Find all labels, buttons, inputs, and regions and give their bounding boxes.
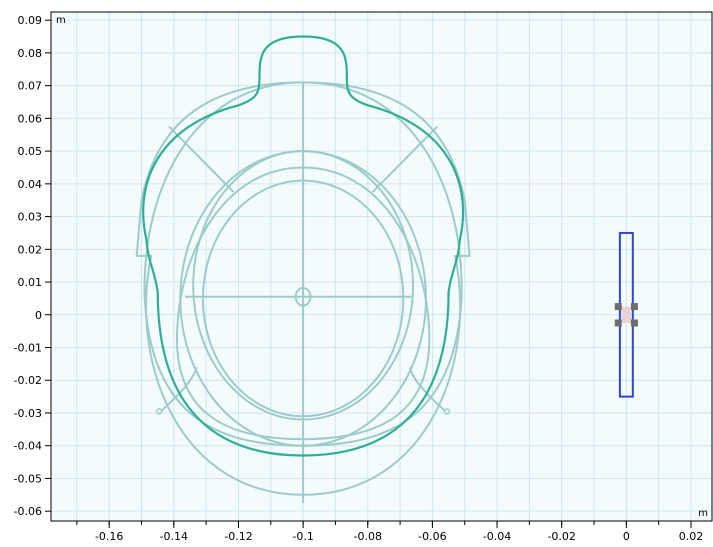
plot-background <box>51 12 712 521</box>
diagonal-lower-left <box>160 366 198 413</box>
y-tick-label: 0.09 <box>18 14 43 27</box>
landmark-left <box>156 408 163 415</box>
x-axis-unit-label: m <box>698 508 708 519</box>
y-tick-label: 0.02 <box>18 243 43 256</box>
diagonal-upper-right <box>371 125 439 193</box>
x-tick-label: -0.04 <box>483 530 511 543</box>
coil-node <box>630 319 638 327</box>
y-axis-unit-label: m <box>56 15 66 26</box>
y-tick-label: 0.06 <box>18 112 43 125</box>
y-tick-label: 0.08 <box>18 47 43 60</box>
landmark-right <box>443 408 451 415</box>
y-tick-label: 0.03 <box>18 211 43 224</box>
y-tick-label: -0.04 <box>14 440 42 453</box>
y-tick-label: 0 <box>35 309 42 322</box>
x-tick-label: 0 <box>623 530 630 543</box>
coil-node <box>614 303 622 311</box>
x-tick-label: -0.14 <box>160 530 188 543</box>
diagonal-lower-right <box>408 366 446 413</box>
x-tick-label: -0.12 <box>224 530 252 543</box>
y-axis-ticks: -0.06 -0.05 -0.04 -0.03 -0.02 -0.01 0 0.01 0.02 0… <box>14 14 51 518</box>
grid-lines <box>51 12 712 521</box>
y-tick-label: 0.07 <box>18 80 43 93</box>
y-tick-label: -0.05 <box>14 472 42 485</box>
x-tick-label: -0.02 <box>547 530 575 543</box>
y-tick-label: 0.04 <box>18 178 43 191</box>
center-circle <box>294 286 312 307</box>
x-tick-label: -0.08 <box>354 530 382 543</box>
y-tick-label: -0.01 <box>14 342 42 355</box>
y-tick-label: 0.01 <box>18 276 43 289</box>
coil-node <box>614 319 622 327</box>
x-tick-label: -0.16 <box>95 530 123 543</box>
head-outline <box>142 35 465 457</box>
coil-geometry <box>614 231 638 398</box>
x-tick-label: -0.06 <box>418 530 446 543</box>
head-geometry <box>135 35 471 503</box>
coil-node <box>630 303 638 311</box>
coil-center <box>621 306 632 323</box>
coil-rectangle <box>618 231 634 398</box>
y-tick-label: -0.03 <box>14 407 42 420</box>
y-tick-label: 0.05 <box>18 145 43 158</box>
y-tick-label: -0.06 <box>14 505 42 518</box>
x-tick-label: -0.1 <box>292 530 313 543</box>
diagonal-upper-left <box>168 125 235 193</box>
x-axis-ticks: -0.16 -0.14 -0.12 -0.1 -0.08 -0.06 -0.04 -0.02 0… <box>76 521 704 543</box>
plot-frame <box>50 11 713 522</box>
x-tick-label: 0.02 <box>679 530 704 543</box>
y-tick-label: -0.02 <box>14 374 42 387</box>
